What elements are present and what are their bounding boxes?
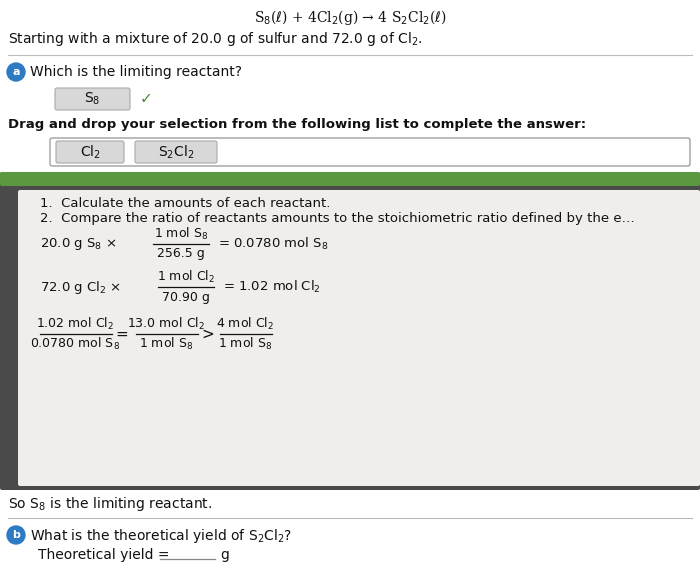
Circle shape bbox=[7, 526, 25, 544]
FancyBboxPatch shape bbox=[135, 141, 217, 163]
FancyBboxPatch shape bbox=[56, 141, 124, 163]
FancyBboxPatch shape bbox=[18, 190, 700, 486]
Text: So S$_8$ is the limiting reactant.: So S$_8$ is the limiting reactant. bbox=[8, 495, 212, 513]
FancyBboxPatch shape bbox=[50, 138, 690, 166]
Text: 70.90 g: 70.90 g bbox=[162, 290, 210, 303]
Text: a: a bbox=[13, 67, 20, 77]
Text: Theoretical yield =: Theoretical yield = bbox=[38, 548, 169, 562]
Text: = 0.0780 mol S$_8$: = 0.0780 mol S$_8$ bbox=[218, 236, 328, 252]
Text: Which is the limiting reactant?: Which is the limiting reactant? bbox=[30, 65, 242, 79]
FancyBboxPatch shape bbox=[55, 88, 130, 110]
FancyBboxPatch shape bbox=[0, 172, 700, 490]
Text: Cl$_2$: Cl$_2$ bbox=[80, 143, 101, 161]
Text: S$_8$: S$_8$ bbox=[84, 91, 100, 107]
Text: 72.0 g Cl$_2$ ×: 72.0 g Cl$_2$ × bbox=[40, 279, 121, 296]
Text: 20.0 g S$_8$ ×: 20.0 g S$_8$ × bbox=[40, 236, 117, 252]
Text: ✓: ✓ bbox=[140, 92, 153, 106]
Text: Starting with a mixture of 20.0 g of sulfur and 72.0 g of Cl$_2$.: Starting with a mixture of 20.0 g of sul… bbox=[8, 30, 423, 48]
Text: S$_8$($\ell$) + 4Cl$_2$(g) → 4 S$_2$Cl$_2$($\ell$): S$_8$($\ell$) + 4Cl$_2$(g) → 4 S$_2$Cl$_… bbox=[253, 8, 447, 27]
Text: Drag and drop your selection from the following list to complete the answer:: Drag and drop your selection from the fo… bbox=[8, 118, 586, 131]
Text: 2.  Compare the ratio of reactants amounts to the stoichiometric ratio defined b: 2. Compare the ratio of reactants amount… bbox=[40, 212, 635, 225]
Text: 1 mol S$_8$: 1 mol S$_8$ bbox=[154, 226, 208, 242]
Text: 4 mol Cl$_2$: 4 mol Cl$_2$ bbox=[216, 316, 274, 332]
Text: =: = bbox=[116, 326, 128, 342]
Text: 1.  Calculate the amounts of each reactant.: 1. Calculate the amounts of each reactan… bbox=[40, 197, 330, 210]
Text: >: > bbox=[202, 326, 214, 342]
Text: b: b bbox=[12, 530, 20, 540]
Text: 1 mol Cl$_2$: 1 mol Cl$_2$ bbox=[157, 269, 215, 285]
Text: 1.02 mol Cl$_2$: 1.02 mol Cl$_2$ bbox=[36, 316, 114, 332]
Text: 13.0 mol Cl$_2$: 13.0 mol Cl$_2$ bbox=[127, 316, 205, 332]
Text: g: g bbox=[220, 548, 229, 562]
FancyBboxPatch shape bbox=[0, 172, 700, 186]
Text: S$_2$Cl$_2$: S$_2$Cl$_2$ bbox=[158, 143, 194, 161]
Text: What is the theoretical yield of S$_2$Cl$_2$?: What is the theoretical yield of S$_2$Cl… bbox=[30, 527, 293, 545]
Text: = 1.02 mol Cl$_2$: = 1.02 mol Cl$_2$ bbox=[223, 279, 321, 295]
Text: 1 mol S$_8$: 1 mol S$_8$ bbox=[218, 336, 272, 352]
Text: 256.5 g: 256.5 g bbox=[157, 248, 205, 260]
Text: 1 mol S$_8$: 1 mol S$_8$ bbox=[139, 336, 193, 352]
Circle shape bbox=[7, 63, 25, 81]
Text: 0.0780 mol S$_8$: 0.0780 mol S$_8$ bbox=[30, 336, 120, 352]
